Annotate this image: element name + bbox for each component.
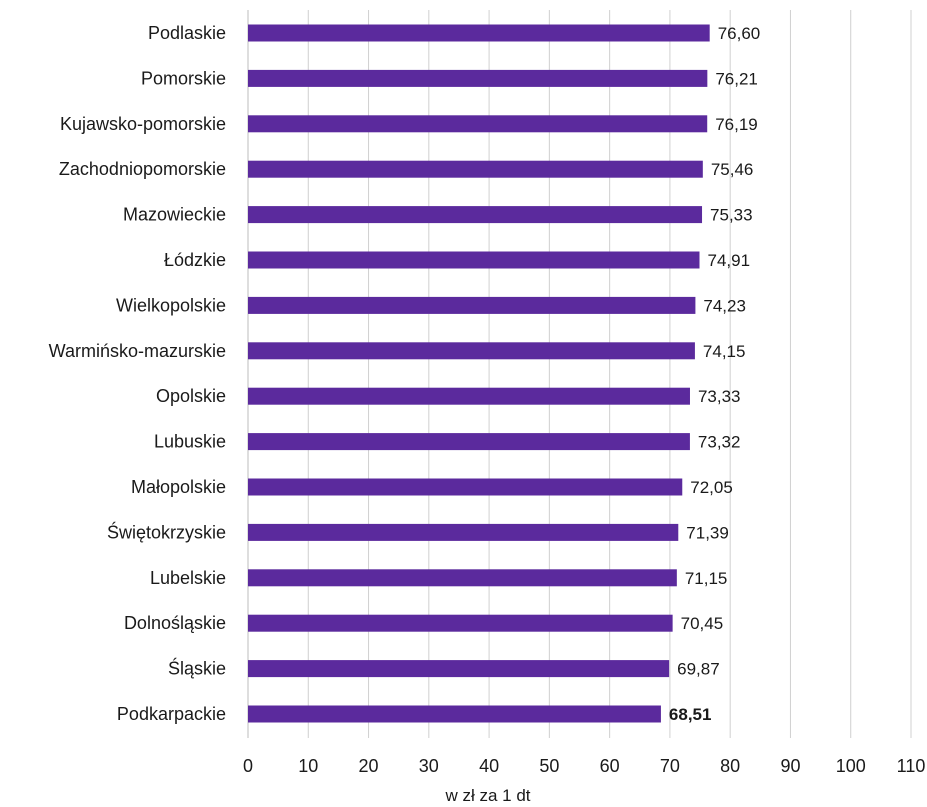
data-label: 72,05 [690,478,733,497]
x-tick-label: 100 [836,756,866,776]
category-label: Śląskie [168,658,226,679]
category-label: Łódzkie [164,250,226,270]
category-label: Dolnośląskie [124,613,226,633]
data-label: 75,33 [710,206,753,225]
bar [248,569,677,587]
category-label: Lubuskie [154,432,226,452]
bar [248,478,683,496]
data-label: 73,33 [698,387,741,406]
bar [248,614,673,632]
data-label: 74,91 [708,251,751,270]
x-tick-label: 20 [359,756,379,776]
bar [248,251,700,269]
category-labels: Podlaskie Pomorskie Kujawsko-pomorskie Zach… [49,23,226,724]
bars [248,24,710,723]
x-tick-label: 110 [897,756,926,776]
data-label: 70,45 [681,614,724,633]
category-label: Zachodniopomorskie [59,159,226,179]
data-labels: 76,60 76,21 76,19 75,46 75,33 74,91 74,23 74,15… [669,24,760,724]
x-axis-ticks: 0 10 20 30 40 50 60 70 80 90 100 110 [243,756,925,776]
category-label: Świętokrzyskie [107,521,226,542]
category-label: Mazowieckie [123,205,226,225]
x-tick-label: 30 [419,756,439,776]
data-label: 74,23 [703,296,746,315]
bar [248,387,690,405]
category-label: Opolskie [156,386,226,406]
data-label: 76,60 [718,24,761,43]
x-tick-label: 0 [243,756,253,776]
category-label: Kujawsko-pomorskie [60,114,226,134]
x-tick-label: 80 [720,756,740,776]
data-label: 74,15 [703,342,746,361]
bar [248,24,710,42]
x-tick-label: 90 [780,756,800,776]
bar [248,705,661,723]
bar [248,342,695,360]
bar [248,433,690,451]
category-label: Pomorskie [141,68,226,88]
data-label: 71,39 [686,523,729,542]
data-label: 69,87 [677,660,720,679]
data-label: 76,21 [715,69,758,88]
bar [248,660,670,678]
bar [248,523,679,541]
x-tick-label: 50 [539,756,559,776]
x-tick-label: 70 [660,756,680,776]
x-axis-title: w zł za 1 dt [444,786,530,805]
category-label: Podkarpackie [117,704,226,724]
category-label: Wielkopolskie [116,295,226,315]
data-label: 73,32 [698,433,741,452]
data-label: 68,51 [669,705,712,724]
bar [248,206,703,224]
x-tick-label: 60 [600,756,620,776]
category-label: Warmińsko-mazurskie [49,341,226,361]
category-label: Lubelskie [150,568,226,588]
bar [248,69,708,87]
x-tick-label: 40 [479,756,499,776]
data-label: 75,46 [711,160,754,179]
category-label: Podlaskie [148,23,226,43]
bar [248,115,708,133]
bar [248,296,696,314]
bar [248,160,703,178]
x-tick-label: 10 [298,756,318,776]
data-label: 76,19 [715,115,758,134]
data-label: 71,15 [685,569,728,588]
category-label: Małopolskie [131,477,226,497]
